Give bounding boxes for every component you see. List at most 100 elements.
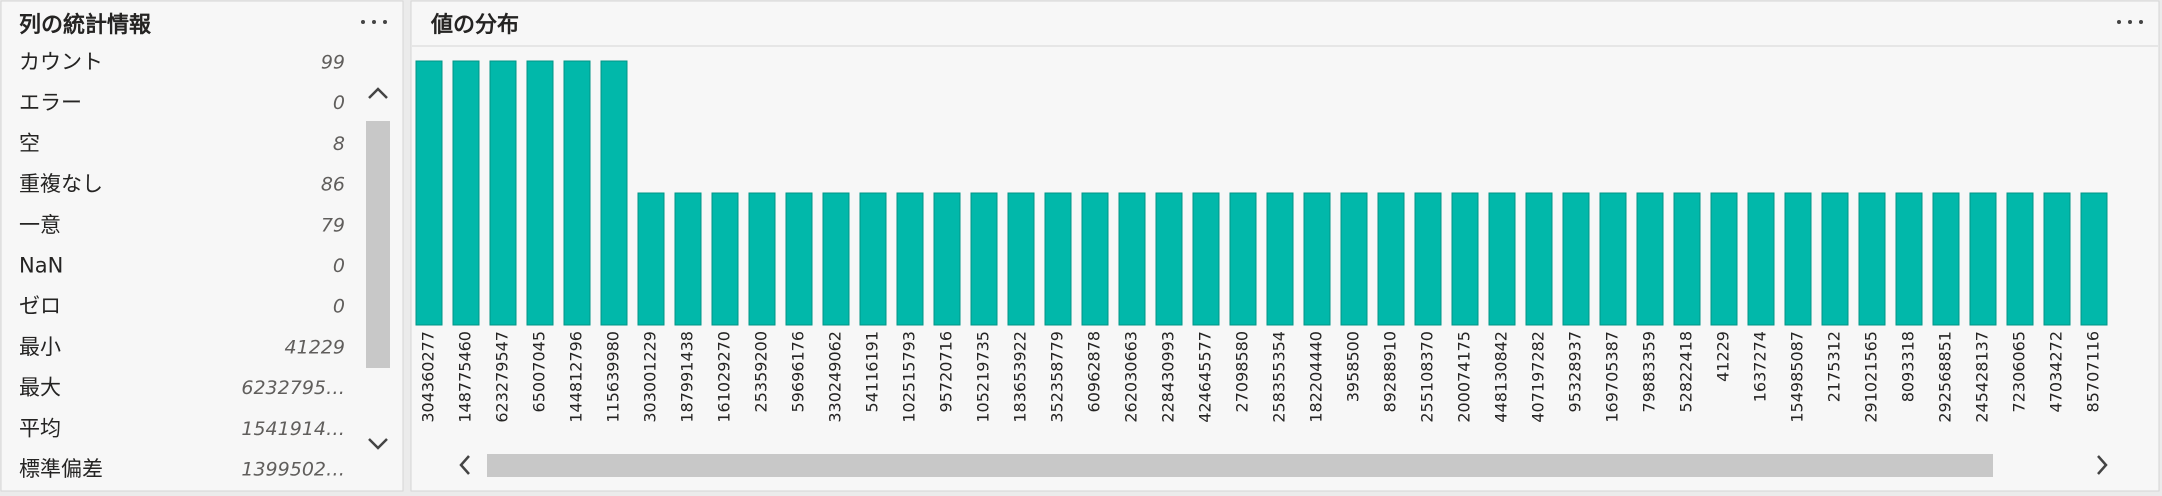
x-tick-label: 330249062: [826, 331, 845, 423]
stat-value: 99: [321, 52, 345, 74]
bar: [970, 192, 998, 326]
x-tick-label: 303001229: [641, 331, 660, 423]
bar: [711, 192, 739, 326]
x-tick-label: 291021565: [1862, 331, 1881, 423]
bar: [1747, 192, 1775, 326]
x-tick-label: 262030663: [1122, 331, 1141, 423]
stat-value: 79: [321, 214, 345, 236]
stats-list: カウント 99 エラー 0 空 8 重複なし 86 一意 79 NaN 0 ゼロ 0 最小 41229 最大 62…: [19, 50, 345, 481]
stat-label: 重複なし: [19, 172, 103, 196]
scroll-left[interactable]: [459, 455, 470, 475]
bar: [1192, 192, 1220, 326]
x-tick-label: 304360277: [419, 331, 438, 423]
x-tick-label: 255108370: [1418, 331, 1437, 423]
x-tick-label: 79883359: [1640, 331, 1659, 412]
bar: [1451, 192, 1479, 326]
x-tick-label: 187991438: [678, 331, 697, 423]
x-tick-label: 1637274: [1751, 331, 1770, 402]
h-scroll-thumb[interactable]: [487, 454, 1993, 477]
bar: [526, 60, 554, 326]
stat-label: 最小: [19, 335, 61, 359]
x-tick-label: 228430993: [1159, 331, 1178, 423]
x-tick-label: 25359200: [752, 331, 771, 412]
bar: [785, 192, 813, 326]
x-tick-label: 89288910: [1381, 331, 1400, 412]
x-tick-label: 161029270: [715, 331, 734, 423]
x-tick-label: 105219735: [974, 331, 993, 423]
x-tick-label: 169705387: [1603, 331, 1622, 423]
bar: [1229, 192, 1257, 326]
bar: [1377, 192, 1405, 326]
x-tick-label: 623279547: [493, 331, 512, 423]
x-tick-label: 292568851: [1936, 331, 1955, 423]
bar: [2006, 192, 2034, 326]
plot: 304360277 148775460 623279547 65007045 14481…: [415, 60, 2108, 423]
stat-value: 8: [333, 133, 345, 155]
bar: [1303, 192, 1331, 326]
x-tick-label: 424645577: [1196, 331, 1215, 423]
x-tick-label: 85707116: [2084, 331, 2103, 412]
scroll-thumb[interactable]: [366, 121, 390, 368]
stat-value: 41229: [285, 336, 345, 358]
bar: [1118, 192, 1146, 326]
x-tick-label: 200074175: [1455, 331, 1474, 423]
bar: [563, 60, 591, 326]
scroll-right[interactable]: [2097, 455, 2108, 475]
bar: [1414, 192, 1442, 326]
x-tick-label: 154985087: [1788, 331, 1807, 423]
more-menu[interactable]: [361, 20, 387, 24]
stat-value: 1399502…: [241, 459, 345, 481]
bar: [600, 60, 628, 326]
bar: [1784, 192, 1812, 326]
x-tick-label: 182204440: [1307, 331, 1326, 423]
bar: [489, 60, 517, 326]
x-tick-label: 245428137: [1973, 331, 1992, 423]
bar: [1895, 192, 1923, 326]
bar: [1932, 192, 1960, 326]
x-tick-label: 3958500: [1344, 331, 1363, 402]
stat-label: 平均: [19, 416, 61, 440]
stat-value: 86: [321, 174, 345, 196]
stats-panel: [0, 0, 404, 492]
stat-label: エラー: [19, 91, 82, 115]
bar: [1155, 192, 1183, 326]
x-tick-label: 448130842: [1492, 331, 1511, 423]
bar: [1636, 192, 1664, 326]
bar: [1599, 192, 1627, 326]
bar: [859, 192, 887, 326]
stat-label: ゼロ: [19, 294, 61, 318]
chart-title: 値の分布: [430, 12, 519, 38]
bar: [1562, 192, 1590, 326]
x-tick-label: 144812796: [567, 331, 586, 423]
bar: [1969, 192, 1997, 326]
x-tick-label: 148775460: [456, 331, 475, 423]
more-menu[interactable]: [2117, 20, 2143, 24]
bar: [452, 60, 480, 326]
bar: [2043, 192, 2071, 326]
bar: [1525, 192, 1553, 326]
stat-value: 0: [333, 92, 345, 114]
x-tick-label: 407197282: [1529, 331, 1548, 423]
x-tick-label: 52822418: [1677, 331, 1696, 412]
bar: [1673, 192, 1701, 326]
bar: [822, 192, 850, 326]
bar: [1266, 192, 1294, 326]
x-tick-label: 2175312: [1825, 331, 1844, 402]
stat-label: NaN: [19, 254, 63, 278]
x-tick-label: 27098580: [1233, 331, 1252, 412]
x-tick-label: 65007045: [530, 331, 549, 412]
bar: [1710, 192, 1738, 326]
x-tick-label: 102515793: [900, 331, 919, 423]
stat-value: 1541914…: [241, 418, 345, 440]
bar: [1821, 192, 1849, 326]
stat-label: 標準偏差: [19, 457, 103, 481]
x-tick-label: 41229: [1714, 331, 1733, 382]
x-tick-label: 115639980: [604, 331, 623, 423]
scroll-down[interactable]: [368, 438, 388, 450]
scroll-up[interactable]: [368, 87, 388, 99]
bar: [1858, 192, 1886, 326]
stats-title: 列の統計情報: [19, 12, 152, 38]
stat-label: 最大: [19, 376, 61, 400]
